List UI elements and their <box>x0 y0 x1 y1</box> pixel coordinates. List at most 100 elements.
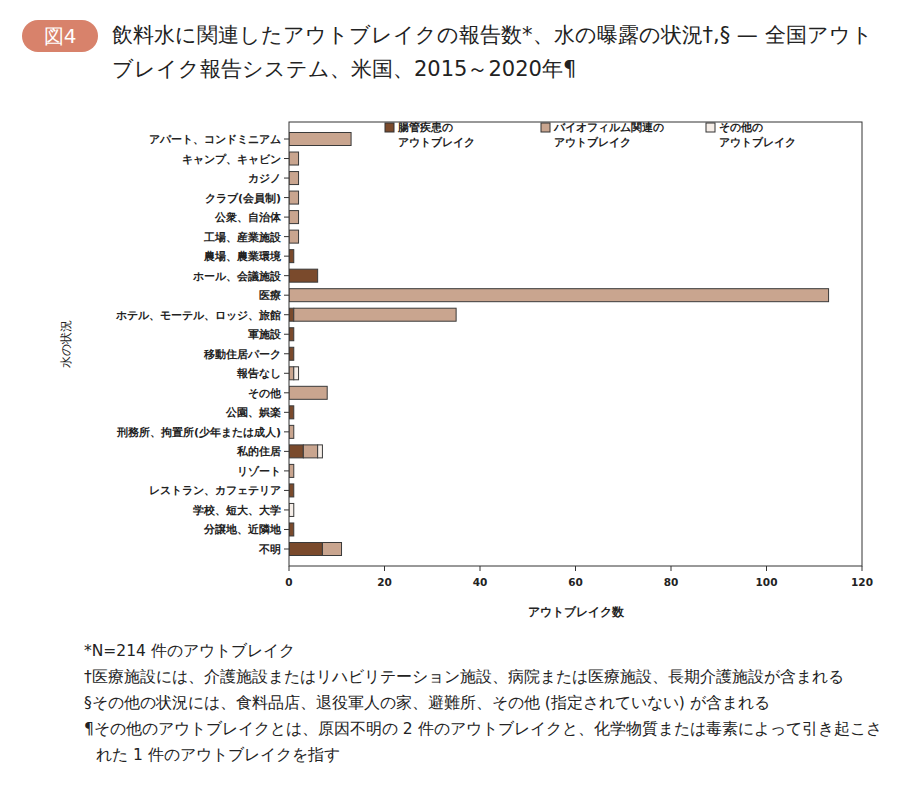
y-tick-label: 報告なし <box>236 367 281 380</box>
bar <box>289 543 322 556</box>
chart-title: 飲料水に関連したアウトブレイクの報告数*、水の曝露の状況†,§ — 全国アウトブ… <box>112 18 882 86</box>
chart: 0 20 40 60 80 100 120 アパート、コンドミニアムキャンプ、キャビンカジノク… <box>0 0 904 620</box>
y-tick <box>284 451 289 452</box>
x-tick <box>671 566 672 571</box>
bar <box>322 543 341 556</box>
y-tick-label: その他 <box>248 387 282 400</box>
y-tick-label: 農場、農業環境 <box>203 250 282 263</box>
y-tick-label: キャンプ、キャビン <box>182 153 281 166</box>
y-tick <box>284 314 289 315</box>
y-tick <box>284 373 289 374</box>
y-tick-label: リゾート <box>237 465 281 478</box>
x-tick-label: 100 <box>756 576 778 588</box>
bar <box>294 308 456 321</box>
x-tick <box>862 566 863 571</box>
y-tick <box>284 470 289 471</box>
legend-swatch <box>706 123 715 132</box>
y-tick-label: 軍施設 <box>248 328 282 341</box>
y-axis-label: 水の状況 <box>59 320 73 368</box>
y-tick-label: 公衆、自治体 <box>214 211 282 224</box>
bar <box>289 133 351 146</box>
bar <box>303 445 317 458</box>
y-tick-label: ホテル、モーテル、ロッジ、旅館 <box>115 309 281 322</box>
legend-label: バイオフィルム関連のアウトブレイク <box>553 121 664 149</box>
x-tick-label: 120 <box>851 576 873 588</box>
x-tick-label: 80 <box>664 576 679 588</box>
x-tick <box>575 566 576 571</box>
x-tick <box>289 566 290 571</box>
plot-frame <box>289 122 862 566</box>
bar <box>289 464 294 477</box>
bar <box>289 250 294 263</box>
footnote: §その他の状況には、食料品店、退役軍人の家、避難所、その他 (指定されていない)… <box>84 690 884 716</box>
y-tick-label: 不明 <box>258 543 281 556</box>
y-tick <box>284 392 289 393</box>
bar <box>318 445 323 458</box>
bar <box>289 269 318 282</box>
y-tick-label: 刑務所、拘置所(少年または成人) <box>116 426 281 439</box>
y-tick-label: 学校、短大、大学 <box>193 504 281 517</box>
legend-label: 腸管疾患のアウトブレイク <box>397 121 475 149</box>
bar <box>294 367 299 380</box>
bar <box>289 523 294 536</box>
x-axis-label: アウトブレイク数 <box>528 605 625 619</box>
y-tick <box>284 412 289 413</box>
y-tick-label: 医療 <box>259 289 281 302</box>
x-tick-label: 60 <box>568 576 583 588</box>
x-tick <box>384 566 385 571</box>
y-tick <box>284 236 289 237</box>
x-tick <box>480 566 481 571</box>
y-tick <box>284 509 289 510</box>
y-tick <box>284 431 289 432</box>
y-tick <box>284 353 289 354</box>
y-tick <box>284 178 289 179</box>
bar <box>289 484 294 497</box>
x-tick-label: 20 <box>377 576 392 588</box>
y-tick-label: 移動住居パーク <box>203 348 281 361</box>
legend-label-line: アウトブレイク <box>554 136 631 149</box>
legend-label-line: 腸管疾患の <box>397 121 453 134</box>
footnote: †医療施設には、介護施設またはリハビリテーション施設、病院または医療施設、長期介… <box>84 664 884 690</box>
bar <box>289 230 299 243</box>
y-tick <box>284 334 289 335</box>
bar <box>289 289 829 302</box>
y-tick <box>284 256 289 257</box>
y-tick-label: 私的住居 <box>236 445 281 458</box>
x-tick <box>766 566 767 571</box>
y-tick-label: クラブ(会員制) <box>205 192 281 205</box>
footnote: ¶その他のアウトブレイクとは、原因不明の 2 件のアウトブレイクと、化学物質また… <box>84 716 884 768</box>
y-tick <box>284 217 289 218</box>
footnotes: *N=214 件のアウトブレイク†医療施設には、介護施設またはリハビリテーション… <box>84 638 884 768</box>
y-tick-label: 工場、産業施設 <box>203 231 282 244</box>
bar <box>289 211 299 224</box>
y-tick <box>284 529 289 530</box>
y-tick <box>284 490 289 491</box>
y-tick <box>284 549 289 550</box>
legend-swatch <box>385 123 394 132</box>
bar <box>289 503 294 516</box>
y-tick-label: 公園、娯楽 <box>225 406 281 419</box>
legend-swatch <box>541 123 550 132</box>
bar <box>289 152 299 165</box>
x-tick-label: 40 <box>473 576 488 588</box>
x-tick-label: 0 <box>285 576 292 588</box>
legend-label: その他のアウトブレイク <box>719 121 796 149</box>
y-tick <box>284 139 289 140</box>
bar <box>289 172 299 185</box>
y-tick-label: レストラン、カフェテリア <box>149 484 281 497</box>
figure-label: 図4 <box>22 20 98 52</box>
legend-label-line: アウトブレイク <box>719 136 796 149</box>
y-tick-label: アパート、コンドミニアム <box>149 133 281 146</box>
bar <box>289 308 294 321</box>
footnote: *N=214 件のアウトブレイク <box>84 638 884 664</box>
bar <box>289 328 294 341</box>
legend-label-line: バイオフィルム関連の <box>553 121 664 134</box>
bar <box>289 406 294 419</box>
y-tick-label: カジノ <box>248 172 281 185</box>
y-tick-label: ホール、会議施設 <box>192 270 282 283</box>
y-tick <box>284 295 289 296</box>
bar <box>289 425 294 438</box>
bar <box>289 191 299 204</box>
y-tick <box>284 275 289 276</box>
y-tick <box>284 197 289 198</box>
